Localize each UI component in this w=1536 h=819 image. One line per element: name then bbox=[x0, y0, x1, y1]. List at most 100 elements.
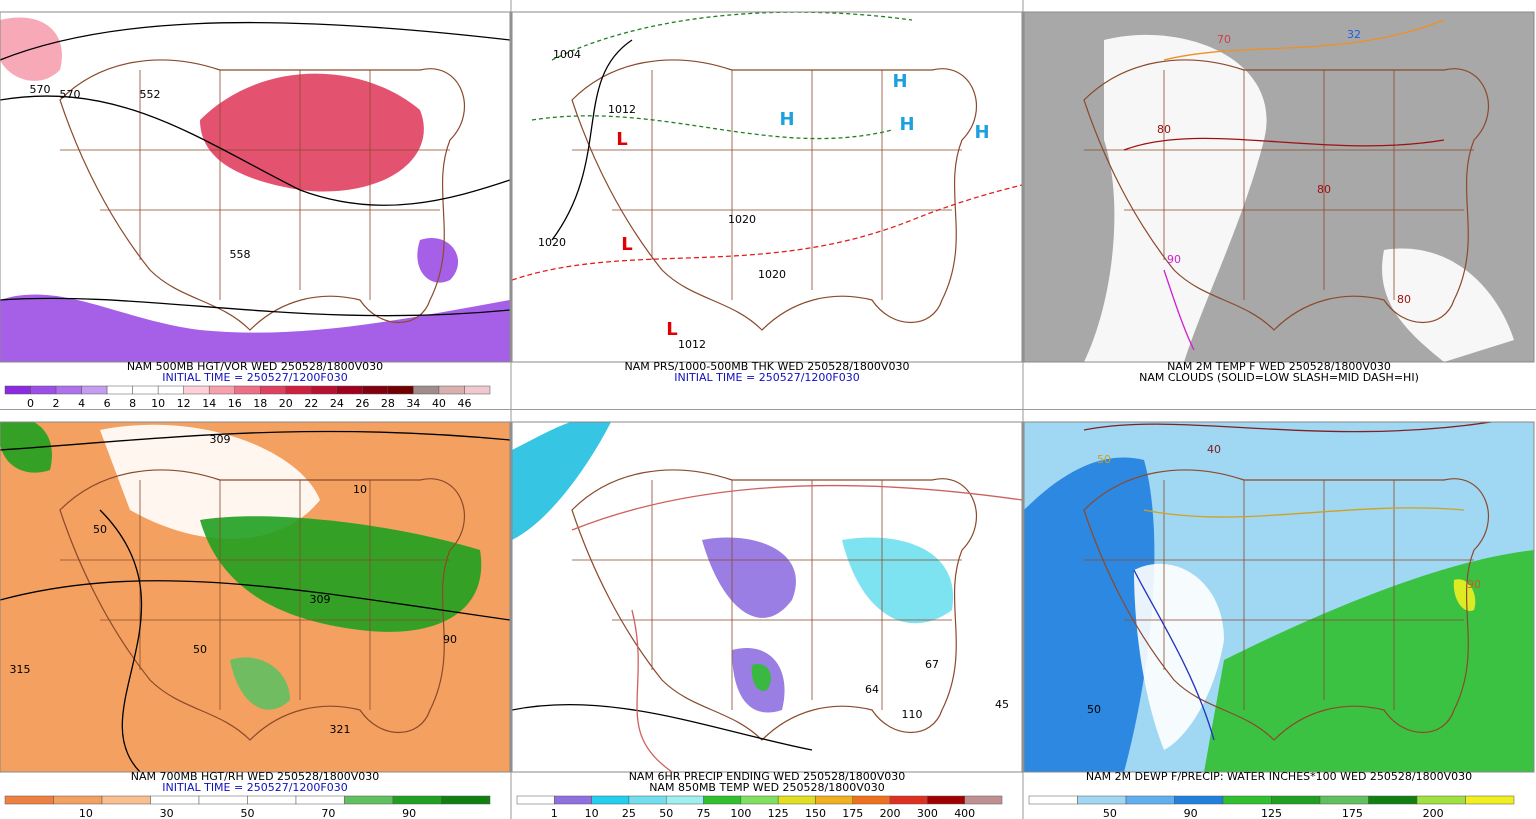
contour bbox=[512, 184, 1022, 281]
colorbar-swatch bbox=[1368, 795, 1418, 805]
contour-label: H bbox=[892, 71, 907, 92]
contour-label: 558 bbox=[230, 248, 251, 261]
contour-label: L bbox=[621, 234, 632, 255]
shaded-area bbox=[1453, 579, 1476, 611]
contour bbox=[1123, 137, 1445, 151]
contour-label: 80 bbox=[1397, 293, 1411, 306]
panel-title: NAM 6HR PRECIP ENDING WED 250528/1800V03… bbox=[629, 770, 906, 783]
colorbar-label: 34 bbox=[406, 397, 420, 410]
colorbar-label: 400 bbox=[954, 807, 975, 819]
colorbar-swatch bbox=[311, 385, 338, 395]
contour-label: 50 bbox=[93, 523, 107, 536]
colorbar-label: 90 bbox=[1184, 807, 1198, 819]
colorbar-label: 125 bbox=[1261, 807, 1282, 819]
colorbar-swatch bbox=[1077, 795, 1127, 805]
contour bbox=[0, 297, 510, 317]
colorbar-swatch bbox=[441, 795, 491, 805]
contour-label: 570 bbox=[30, 83, 51, 96]
map: 70 80 80 90 80 32 bbox=[1024, 12, 1534, 362]
colorbar-swatch bbox=[464, 385, 491, 395]
map: 309 10 50 50 315 321 309 90 bbox=[0, 422, 510, 772]
colorbar-label: 300 bbox=[917, 807, 938, 819]
panel-title: NAM 2M TEMP F WED 250528/1800V030 bbox=[1167, 360, 1391, 373]
colorbar-label: 75 bbox=[697, 807, 711, 819]
contour-label: 90 bbox=[1467, 578, 1481, 591]
contour-label: L bbox=[666, 319, 677, 340]
colorbar-swatch bbox=[55, 385, 82, 395]
panel: 570 552 570 558 NAM 500MB HGT/VOR WED 250528… bbox=[0, 11, 511, 410]
contour-label: 315 bbox=[10, 663, 31, 676]
colorbar-swatch bbox=[1028, 795, 1078, 805]
colorbar-swatch bbox=[927, 795, 965, 805]
colorbar-label: 10 bbox=[151, 397, 165, 410]
panel: 50 40 90 50 NAM 2M DEWP F/PRECIP: WATER INCH… bbox=[1023, 421, 1535, 819]
colorbar-swatch bbox=[336, 385, 363, 395]
colorbar-swatch bbox=[1465, 795, 1515, 805]
colorbar-swatch bbox=[362, 385, 389, 395]
coastline bbox=[59, 469, 466, 741]
colorbar-label: 18 bbox=[253, 397, 267, 410]
shaded-area bbox=[702, 537, 796, 618]
contour-label: 309 bbox=[210, 433, 231, 446]
colorbar-swatch bbox=[81, 385, 108, 395]
colorbar-label: 20 bbox=[279, 397, 293, 410]
colorbar-swatch bbox=[852, 795, 891, 805]
colorbar-swatch bbox=[285, 385, 312, 395]
colorbar-label: 125 bbox=[768, 807, 789, 819]
colorbar-label: 12 bbox=[177, 397, 191, 410]
colorbar-label: 50 bbox=[241, 807, 255, 819]
colorbar-swatch bbox=[703, 795, 742, 805]
contour bbox=[551, 12, 913, 61]
contour-label: 1004 bbox=[553, 48, 581, 61]
shaded-area bbox=[751, 664, 772, 691]
shaded-area bbox=[200, 73, 424, 192]
shaded-area bbox=[512, 422, 611, 540]
colorbar-swatch bbox=[438, 385, 465, 395]
colorbar-swatch bbox=[1174, 795, 1224, 805]
contour bbox=[1143, 507, 1465, 518]
colorbar-label: 70 bbox=[321, 807, 335, 819]
colorbar-swatch bbox=[30, 385, 57, 395]
colorbar-label: 10 bbox=[585, 807, 599, 819]
colorbar-swatch bbox=[591, 795, 630, 805]
shaded-area bbox=[1024, 457, 1155, 772]
colorbar-swatch bbox=[1222, 795, 1272, 805]
map-frame bbox=[511, 11, 1023, 363]
contour-label: 67 bbox=[925, 658, 939, 671]
contour-label: 570 bbox=[60, 88, 81, 101]
colorbar-swatch bbox=[964, 795, 1003, 805]
state-lines bbox=[1084, 480, 1474, 710]
contour-label: 321 bbox=[330, 723, 351, 736]
map-frame bbox=[0, 11, 511, 363]
contour-label: 50 bbox=[1087, 703, 1101, 716]
contour bbox=[0, 95, 510, 206]
panel-subtitle: INITIAL TIME = 250527/1200F030 bbox=[162, 371, 347, 384]
panel: 70 80 80 90 80 32 NAM 2M TEMP F WED 250528/180… bbox=[1023, 11, 1535, 384]
shaded-area bbox=[0, 294, 510, 362]
contour-label: 80 bbox=[1317, 183, 1331, 196]
shaded-area bbox=[100, 424, 320, 539]
map-frame bbox=[0, 421, 511, 773]
colorbar-swatch bbox=[889, 795, 928, 805]
map: 570 552 570 558 bbox=[0, 12, 510, 362]
colorbar-label: 100 bbox=[730, 807, 751, 819]
panel-title: NAM 2M DEWP F/PRECIP: WATER INCHES*100 W… bbox=[1086, 770, 1472, 783]
coastline bbox=[571, 469, 978, 741]
contour bbox=[631, 609, 673, 772]
contour-label: 552 bbox=[140, 88, 161, 101]
colorbar-swatch bbox=[101, 795, 151, 805]
contour-label: 110 bbox=[902, 708, 923, 721]
colorbar-swatch bbox=[344, 795, 394, 805]
colorbar-label: 4 bbox=[78, 397, 85, 410]
shaded-area bbox=[1382, 248, 1514, 362]
map-frame bbox=[1023, 11, 1535, 363]
colorbar-swatch bbox=[208, 385, 235, 395]
contour-label: H bbox=[899, 114, 914, 135]
contour-label: 1020 bbox=[728, 213, 756, 226]
colorbar-label: 10 bbox=[79, 807, 93, 819]
contour-label: L bbox=[616, 129, 627, 150]
contour-label: 32 bbox=[1347, 28, 1361, 41]
contour-label: 40 bbox=[1207, 443, 1221, 456]
shaded-area bbox=[0, 422, 52, 473]
